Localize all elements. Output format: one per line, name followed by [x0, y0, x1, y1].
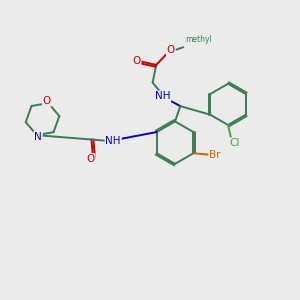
Text: NH: NH — [106, 136, 121, 146]
Text: N: N — [34, 132, 42, 142]
Text: O: O — [132, 56, 141, 66]
Text: Br: Br — [209, 150, 220, 160]
Text: NH: NH — [155, 92, 170, 101]
Text: methyl: methyl — [186, 35, 212, 44]
Text: Cl: Cl — [229, 138, 240, 148]
Text: O: O — [43, 96, 51, 106]
Text: O: O — [86, 154, 95, 164]
Text: O: O — [167, 45, 175, 55]
